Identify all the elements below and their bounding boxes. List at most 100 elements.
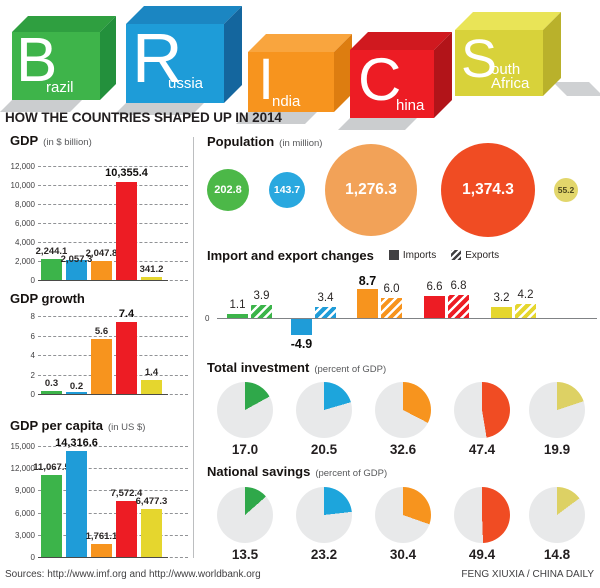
investment-title: Total investment (percent of GDP) — [207, 360, 386, 375]
gdp-growth-title: GDP growth — [10, 291, 90, 306]
population-title-text: Population — [207, 134, 275, 149]
trade-imports-value-russia: -4.9 — [290, 337, 313, 352]
trade-imports-bar-south-africa — [491, 307, 512, 318]
cube-name-india: ndia — [272, 93, 301, 110]
y-tick: 2 — [30, 370, 35, 380]
bar-value-china: 10,355.4 — [105, 166, 148, 179]
population-bubble-south-africa: 55.2 — [554, 178, 578, 202]
bar-gdp-growth-india — [91, 339, 112, 394]
gdp-subtitle: (in $ billion) — [43, 137, 92, 148]
trade-exports-value-brazil: 3.9 — [253, 290, 270, 302]
bar-value-china: 7.4 — [118, 307, 135, 320]
population-title: Population (in million) — [207, 134, 322, 149]
savings-pie-china — [454, 487, 510, 543]
imports-legend-label: Imports — [402, 249, 437, 261]
gridline — [38, 185, 188, 186]
y-tick: 12,000 — [10, 464, 35, 474]
y-tick: 0 — [30, 276, 35, 285]
trade-imports-value-south-africa: 3.2 — [493, 292, 510, 305]
bar-gdp-per-capita-india — [91, 543, 112, 557]
y-tick: 2,000 — [14, 257, 35, 266]
trade-imports-bar-china — [424, 296, 445, 318]
gridline — [38, 261, 188, 262]
trade-imports-value-brazil: 1.1 — [229, 299, 246, 312]
y-tick: 8,000 — [14, 200, 35, 209]
savings-pie-brazil — [217, 487, 273, 543]
gridline — [38, 490, 188, 492]
y-tick: 12,000 — [10, 162, 35, 171]
sources-text: Sources: http://www.imf.org and http://w… — [5, 569, 261, 580]
savings-title-text: National savings — [207, 464, 311, 479]
trade-exports-bar-india — [381, 298, 402, 318]
exports-legend-label: Exports — [465, 249, 500, 261]
bar-value-south-africa: 6,477.3 — [135, 496, 168, 508]
investment-subtitle: (percent of GDP) — [314, 364, 387, 375]
trade-exports-value-russia: 3.4 — [317, 291, 334, 304]
bar-value-russia: 0.2 — [69, 381, 84, 392]
gridline — [38, 446, 188, 447]
exports-swatch-icon — [451, 250, 462, 260]
gridline — [38, 166, 188, 167]
trade-imports-value-china: 6.6 — [426, 281, 443, 294]
trade-exports-value-south-africa: 4.2 — [517, 289, 534, 301]
bar-gdp-brazil — [41, 258, 62, 280]
bar-gdp-russia — [66, 260, 87, 280]
gdp-per-capita-chart: 15,000 12,000 9,000 6,000 3,000 0 11,067.5 14,3… — [5, 436, 191, 564]
savings-value-china: 49.4 — [468, 547, 496, 562]
gridline — [38, 374, 188, 376]
credit-text: FENG XIUXIA / CHINA DAILY — [461, 569, 594, 580]
y-tick: 3,000 — [14, 530, 35, 540]
cube-letter-china: C — [358, 46, 401, 113]
gridline — [38, 242, 188, 243]
savings-subtitle: (percent of GDP) — [315, 468, 388, 479]
trade-exports-bar-south-africa — [515, 304, 536, 318]
trade-exports-bar-china — [448, 295, 469, 318]
cube-shadow-south-africa — [553, 82, 600, 96]
cube-name-russia: ussia — [168, 75, 204, 92]
investment-pie-china — [454, 382, 510, 438]
cube-name-brazil: razil — [46, 79, 74, 96]
bar-value-india: 1,761.1 — [85, 530, 118, 542]
trade-chart: 0 1.1 -4.9 8.7 6.6 3.2 3.9 3.4 6.0 6.8 4.2 — [205, 266, 597, 356]
investment-pie-india — [375, 382, 431, 438]
x-axis — [38, 557, 168, 558]
trade-imports-value-india: 8.7 — [358, 274, 377, 289]
y-tick: 9,000 — [14, 486, 35, 496]
investment-value-brazil: 17.0 — [231, 442, 259, 457]
x-axis — [38, 394, 168, 395]
cube-name-china: hina — [396, 97, 425, 114]
gdp-title: GDP (in $ billion) — [10, 133, 92, 148]
population-bubble-india: 1,276.3 — [325, 144, 417, 236]
investment-pie-russia — [296, 382, 352, 438]
trade-exports-value-china: 6.8 — [450, 280, 467, 293]
gdp-growth-title-text: GDP growth — [10, 291, 85, 306]
cube-side-brazil — [100, 16, 116, 100]
gridline — [38, 223, 188, 224]
savings-value-russia: 23.2 — [310, 547, 338, 562]
cube-name2-south-africa: Africa — [491, 75, 530, 92]
trade-legend-imports: Imports — [388, 249, 437, 261]
savings-pie-south-africa — [529, 487, 585, 543]
investment-title-text: Total investment — [207, 360, 310, 375]
investment-pies: 17.0 20.5 32.6 47.4 19.9 — [205, 382, 597, 458]
bar-gdp-growth-russia — [66, 392, 87, 394]
imports-swatch-icon — [388, 250, 399, 260]
gridline — [38, 534, 188, 536]
bar-value-south-africa: 341.2 — [139, 263, 164, 275]
gdp-title-text: GDP — [10, 133, 39, 148]
savings-value-india: 30.4 — [389, 547, 417, 562]
y-tick: 0 — [30, 553, 35, 562]
bar-gdp-per-capita-russia — [66, 451, 87, 557]
bar-value-india: 5.6 — [94, 326, 109, 338]
bar-value-russia: 2,057.3 — [60, 254, 93, 266]
investment-value-south-africa: 19.9 — [543, 442, 571, 457]
column-divider — [193, 137, 194, 558]
population-bubble-brazil: 202.8 — [207, 169, 249, 211]
cube-letter-russia: R — [132, 19, 183, 97]
x-axis — [38, 280, 168, 281]
